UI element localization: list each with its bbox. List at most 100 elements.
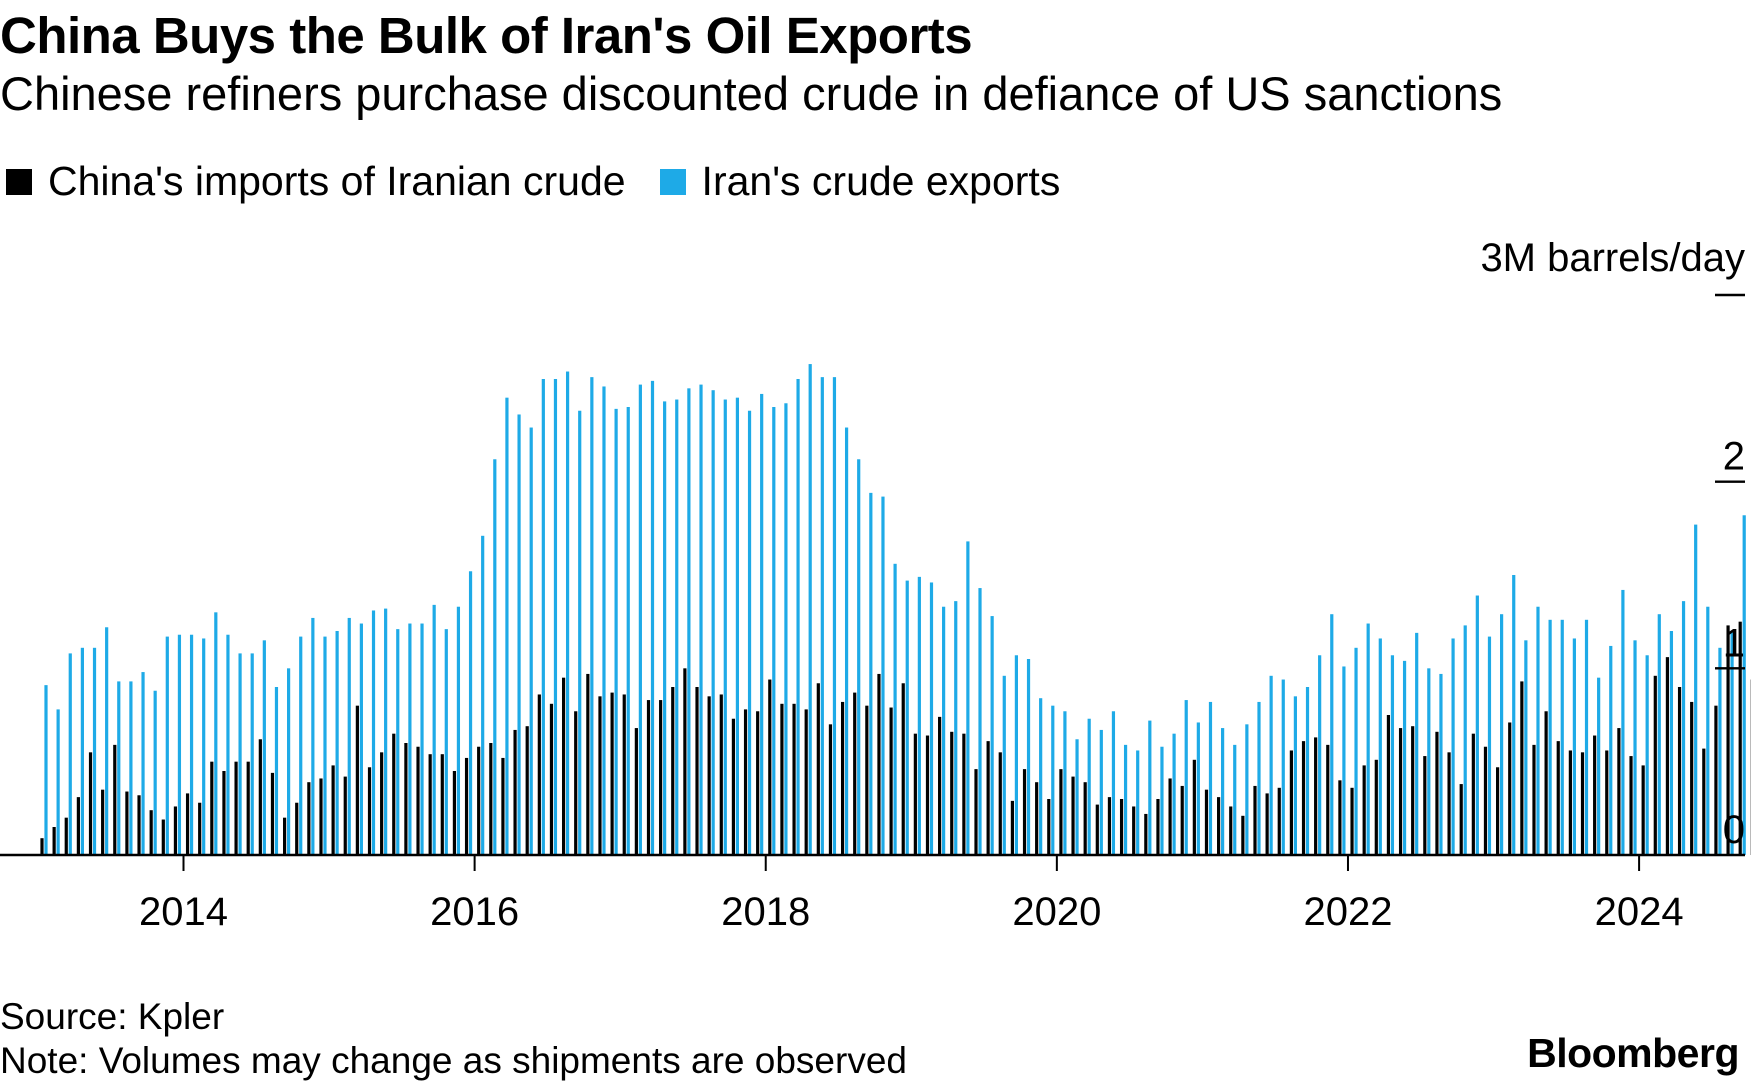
iran-export-bar (1233, 745, 1236, 855)
iran-export-bar (275, 687, 278, 855)
iran-export-bar (530, 428, 533, 855)
china-import-bar (938, 717, 941, 855)
iran-export-bar (663, 401, 666, 855)
china-import-bar (1617, 728, 1620, 855)
iran-export-bar (1621, 590, 1624, 855)
iran-export-bar (1330, 614, 1333, 855)
iran-export-bar (299, 637, 302, 855)
iran-export-bar (1075, 739, 1078, 855)
china-import-bar (416, 747, 419, 855)
footnote: Note: Volumes may change as shipments ar… (0, 1040, 907, 1082)
china-import-bar (1193, 760, 1196, 855)
iran-export-bar (1148, 721, 1151, 855)
iran-export-bar (1379, 638, 1382, 855)
iran-export-bar (1221, 728, 1224, 855)
china-import-bar (1363, 765, 1366, 855)
iran-export-bar (1549, 620, 1552, 855)
china-import-bar (611, 693, 614, 855)
iran-export-bar (57, 709, 60, 855)
iran-export-bar (445, 629, 448, 855)
iran-export-bar (1524, 640, 1527, 855)
x-tick-label: 2016 (430, 890, 519, 934)
china-import-bar (792, 704, 795, 855)
china-import-bar (259, 739, 262, 855)
iran-export-bar (602, 386, 605, 855)
iran-export-bar (311, 618, 314, 855)
iran-export-bar (93, 648, 96, 855)
china-import-bar (222, 771, 225, 855)
china-import-bar (1314, 737, 1317, 855)
china-import-bar (137, 795, 140, 855)
china-import-bar (902, 683, 905, 855)
china-import-bar (962, 734, 965, 855)
china-import-bar (477, 747, 480, 855)
china-import-bar (1168, 778, 1171, 855)
china-import-bar (368, 767, 371, 855)
iran-export-bar (1488, 637, 1491, 855)
china-import-bar (1108, 797, 1111, 855)
china-import-bar (550, 704, 553, 855)
iran-export-bar (1451, 638, 1454, 855)
china-import-bar (1023, 769, 1026, 855)
china-import-bar (1338, 780, 1341, 855)
iran-export-bar (1003, 676, 1006, 855)
china-import-bar (974, 769, 977, 855)
iran-export-bar (129, 681, 132, 855)
iran-export-bar (1039, 698, 1042, 855)
china-import-bar (162, 820, 165, 855)
china-import-bar (1217, 797, 1220, 855)
china-import-bar (210, 762, 213, 855)
iran-export-bar (287, 668, 290, 855)
iran-export-bar (1136, 750, 1139, 855)
china-import-bar (1047, 799, 1050, 855)
china-import-bar (1011, 801, 1014, 855)
china-import-bar (768, 680, 771, 855)
iran-export-bar (154, 691, 157, 855)
china-import-bar (380, 752, 383, 855)
iran-export-bar (954, 601, 957, 855)
iran-export-bar (517, 414, 520, 855)
china-import-bar (271, 773, 274, 855)
iran-export-bar (699, 385, 702, 855)
china-import-bar (404, 743, 407, 855)
iran-export-bar (772, 407, 775, 855)
iran-export-bar (1015, 655, 1018, 855)
iran-export-bar (238, 653, 241, 855)
china-import-bar (1205, 790, 1208, 855)
iran-export-bar (675, 400, 678, 855)
china-import-bar (356, 706, 359, 855)
china-import-bar (1411, 726, 1414, 855)
iran-export-bar (978, 588, 981, 855)
china-import-bar (829, 724, 832, 855)
china-import-bar (695, 687, 698, 855)
china-import-bar (598, 696, 601, 855)
iran-export-bar (1585, 620, 1588, 855)
china-import-bar (1642, 765, 1645, 855)
china-import-bar (465, 758, 468, 855)
iran-export-bar (1512, 575, 1515, 855)
bloomberg-logo: Bloomberg (1527, 1030, 1739, 1077)
iran-export-bar (178, 635, 181, 855)
china-import-bar (1520, 681, 1523, 855)
iran-export-bar (833, 377, 836, 855)
china-import-bar (53, 827, 56, 855)
china-import-bar (501, 758, 504, 855)
iran-export-bar (69, 653, 72, 855)
china-import-bar (344, 777, 347, 855)
iran-export-bar (1051, 706, 1054, 855)
iran-export-bar (1536, 607, 1539, 855)
x-tick-label: 2022 (1303, 890, 1392, 934)
china-import-bar (1350, 788, 1353, 855)
china-import-bar (1496, 767, 1499, 855)
iran-export-bar (1415, 633, 1418, 855)
iran-export-bar (1124, 745, 1127, 855)
china-import-bar (1181, 786, 1184, 855)
iran-export-bar (784, 403, 787, 855)
iran-export-bar (566, 372, 569, 855)
iran-export-bar (578, 411, 581, 855)
china-import-bar (562, 678, 565, 855)
china-import-bar (1399, 728, 1402, 855)
iran-export-bar (687, 388, 690, 855)
china-import-bar (1071, 777, 1074, 855)
iran-export-bar (906, 581, 909, 855)
